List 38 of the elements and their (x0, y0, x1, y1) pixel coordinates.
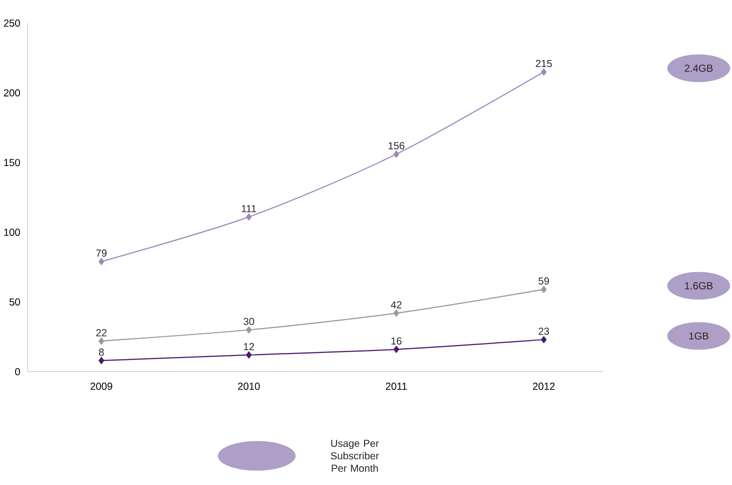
data-label: 30 (244, 318, 254, 325)
data-label: 111 (242, 204, 256, 212)
data-label: 156 (388, 142, 404, 150)
y-tick-label: 0 (15, 368, 20, 376)
x-tick-label: 2010 (238, 382, 260, 390)
point (246, 213, 252, 220)
data-label: 23 (538, 327, 550, 335)
data-label: 59 (538, 277, 549, 284)
text: 2.4GB (684, 64, 713, 72)
y-tick-label: 200 (4, 89, 20, 96)
legend-title: Usage Per Subscriber Per Month (330, 440, 379, 472)
point (541, 336, 547, 343)
data-label: 8 (99, 348, 104, 356)
point (98, 258, 104, 265)
point (98, 337, 104, 344)
data-label: 79 (96, 249, 107, 257)
y-tick-label: 100 (4, 228, 20, 236)
y-tick-label: 150 (4, 158, 20, 166)
x-tick-label: 2011 (386, 382, 407, 390)
point (98, 356, 104, 364)
y-tick-label: 250 (4, 19, 20, 26)
point (394, 150, 400, 158)
point (394, 309, 400, 316)
x-tick-label: 2009 (90, 382, 112, 390)
data-label: 12 (244, 342, 254, 350)
data-label: 16 (391, 337, 402, 344)
data-label: 215 (536, 60, 552, 67)
point (394, 346, 400, 353)
point (541, 68, 547, 76)
data-label: 22 (96, 328, 107, 336)
text: 1.6GB (685, 282, 713, 290)
text: 1GB (689, 332, 708, 340)
point (246, 326, 252, 334)
point (246, 351, 252, 358)
data-label: 42 (390, 301, 402, 308)
point (541, 286, 547, 293)
x-tick-label: 2012 (532, 382, 555, 390)
y-tick-label: 50 (9, 298, 20, 306)
